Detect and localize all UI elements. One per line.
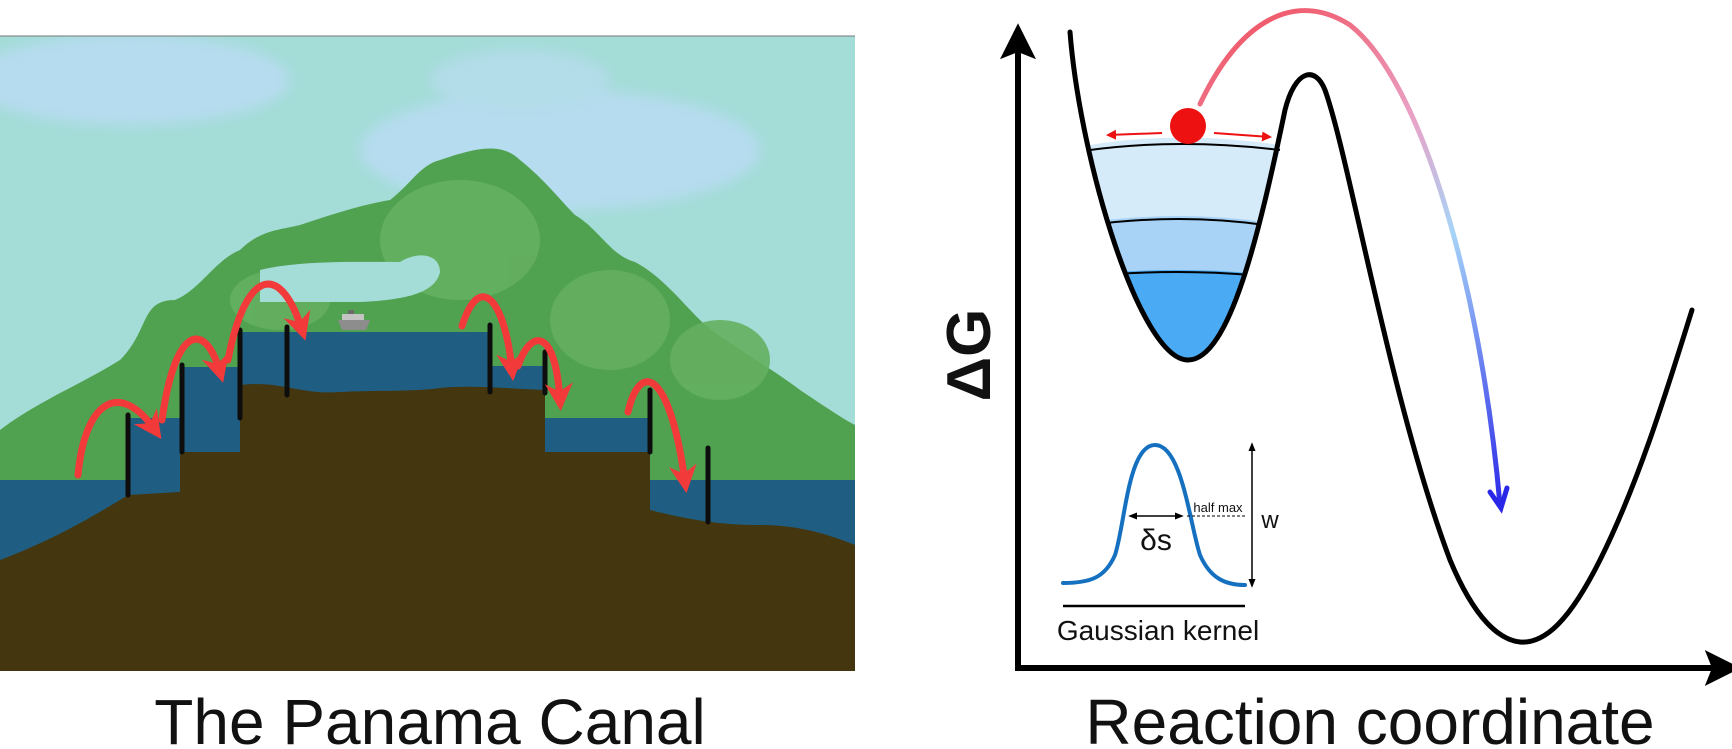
oscillation-arrow-left [1106, 129, 1163, 140]
barrier-hop-arrowhead [1487, 485, 1510, 514]
kernel-title: Gaussian kernel [1057, 615, 1259, 646]
x-axis-label: Reaction coordinate [1085, 686, 1654, 749]
panama-canal-illustration [0, 36, 855, 671]
ship-icon [338, 310, 370, 330]
left-caption: The Panama Canal [154, 686, 705, 749]
gaussian-kernel-inset: half max δs w Gaussian kernel [1057, 442, 1279, 646]
fill-level-3 [1090, 270, 1260, 360]
y-axis-label: ΔG [935, 309, 1004, 402]
ball [1170, 108, 1206, 144]
kernel-width-label: δs [1140, 524, 1172, 557]
ground [0, 383, 855, 671]
free-energy-diagram: ΔG Reaction coordinate half max δs w Gau… [935, 8, 1732, 749]
kernel-height-label: w [1260, 507, 1279, 534]
oscillation-arrow-right [1213, 131, 1272, 142]
energy-curve [1067, 29, 1695, 645]
lake-inlet [260, 255, 440, 302]
lock-arrows [74, 280, 697, 494]
half-max-label: half max [1193, 500, 1243, 515]
gaussian-curve [1061, 442, 1247, 587]
barrier-hop-arrow [1197, 8, 1503, 508]
lock-gates [125, 322, 711, 525]
